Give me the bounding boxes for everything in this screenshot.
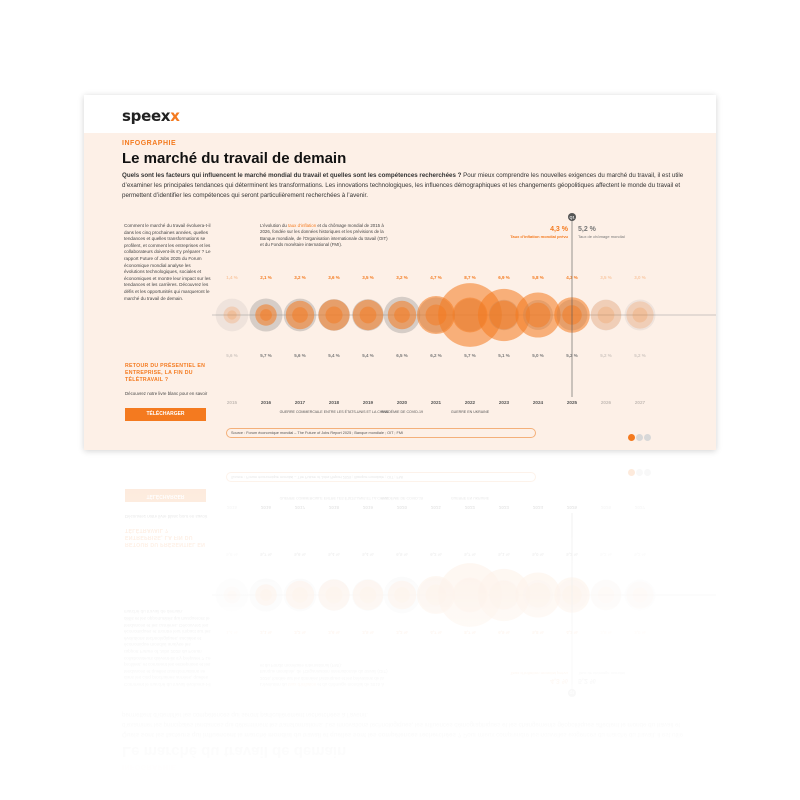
inflation-value-label: 3,6 %: [328, 275, 340, 280]
page-title: Le marché du travail de demain: [122, 150, 347, 167]
pagination-dot-2[interactable]: [636, 434, 643, 441]
inflation-bubble-core: [525, 302, 551, 328]
whitepaper-title[interactable]: RETOUR DU PRÉSENTIEL EN ENTREPRISE, LA F…: [125, 363, 206, 383]
inflation-bubble-core: [452, 297, 488, 333]
unemployment-value-label: 5,2 %: [634, 353, 646, 358]
year-tick-label: 2016: [261, 400, 272, 405]
intro-paragraph: Quels sont les facteurs qui influencent …: [122, 171, 692, 201]
inflation-bubble-core: [325, 306, 343, 324]
inflation-value-label: 4,7 %: [430, 275, 442, 280]
inflation-value-label: 3,5 %: [362, 275, 374, 280]
pagination-dot-3[interactable]: [644, 434, 651, 441]
year-tick-label: 2026: [601, 400, 612, 405]
inflation-value-label: 3,0 %: [634, 275, 646, 280]
highlight-inflation-caption: Taux d’inflation mondial prévu: [510, 234, 568, 239]
year-tick-label: 2019: [363, 400, 374, 405]
year-tick-label: 2020: [397, 400, 408, 405]
inflation-value-label: 8,7 %: [464, 275, 476, 280]
inflation-value-label: 6,9 %: [498, 275, 510, 280]
year-tick-label: 2024: [533, 400, 544, 405]
inflation-value-label: 3,5 %: [600, 275, 612, 280]
logo-accent: x: [170, 107, 180, 125]
inflation-value-label: 1,4 %: [226, 275, 238, 280]
inflation-bubble-core: [359, 306, 377, 324]
unemployment-value-label: 5,1 %: [498, 353, 510, 358]
unemployment-value-label: 5,4 %: [362, 353, 374, 358]
unemployment-value-label: 5,7 %: [464, 353, 476, 358]
highlight-inflation-label: 4,3 %: [550, 226, 569, 233]
inflation-bubble-core: [227, 310, 237, 320]
event-annotation: GUERRE EN UKRAINE: [451, 410, 490, 414]
inflation-bubble-core: [260, 309, 272, 321]
unemployment-bubble: [624, 299, 656, 331]
inflation-bubble-core: [292, 307, 308, 323]
unemployment-value-label: 5,4 %: [328, 353, 340, 358]
unemployment-bubble: [215, 298, 249, 332]
inflation-value-label: 3,2 %: [294, 275, 306, 280]
inflation-bubble: [626, 301, 654, 329]
highlight-unemployment-caption: Taux de chômage mondial: [578, 234, 625, 239]
description-text: Comment le marché du travail évoluera-t-…: [124, 223, 211, 301]
unemployment-bubble: [590, 299, 622, 331]
inflation-value-label: 3,2 %: [396, 275, 408, 280]
unemployment-value-label: 6,2 %: [430, 353, 442, 358]
year-tick-label: 2017: [295, 400, 306, 405]
intro-body: Pour mieux comprendre les nouvelles exig…: [122, 172, 684, 199]
intro-question: Quels sont les facteurs qui influencent …: [122, 172, 462, 179]
note-text: L’évolution du: [260, 223, 289, 228]
year-tick-label: 2021: [431, 400, 442, 405]
source-pill: Source : Forum économique mondial – The …: [226, 428, 536, 438]
year-tick-label: 2015: [227, 400, 238, 405]
inflation-bubble-core: [394, 307, 410, 323]
inflation-bubble: [223, 306, 241, 324]
highlight-badge: [568, 213, 576, 221]
highlight-unemployment-label: 5,2 %: [578, 226, 597, 233]
whitepaper-description: Découvrez notre livre blanc pour en savo…: [125, 391, 208, 396]
kicker-label: INFOGRAPHIE: [122, 140, 177, 147]
unemployment-value-label: 5,6 %: [226, 353, 238, 358]
inflation-bubble-core: [489, 300, 519, 330]
unemployment-value-label: 5,7 %: [260, 353, 272, 358]
speexx-logo[interactable]: speexx: [122, 107, 180, 125]
highlight-badge-label: Q1: [569, 216, 574, 220]
infographic-card: speexx INFOGRAPHIE Le marché du travail …: [84, 95, 716, 450]
download-button[interactable]: TÉLÉCHARGER: [125, 408, 206, 421]
year-tick-label: 2027: [635, 400, 646, 405]
reflection-fade: [84, 460, 716, 780]
note-highlight: taux d’inflation: [288, 223, 317, 228]
year-tick-label: 2025: [567, 400, 578, 405]
unemployment-value-label: 5,6 %: [294, 353, 306, 358]
unemployment-value-label: 5,0 %: [532, 353, 544, 358]
chart-note: L’évolution du taux d’inflation et du ch…: [260, 223, 390, 249]
header-bar: speexx: [84, 95, 716, 133]
inflation-bubble-core: [597, 306, 615, 324]
pagination-dot-1[interactable]: [628, 434, 635, 441]
event-annotation: PANDÉMIE DE COVID-19: [381, 409, 423, 414]
bubble-chart: 1,4 % 5,6 % 2015 2,1 % 5,7 % 2016 3,2 % 5,6 % 20…: [212, 213, 716, 414]
inflation-bubble: [590, 299, 622, 331]
year-tick-label: 2018: [329, 400, 340, 405]
logo-text: speex: [122, 107, 171, 125]
year-tick-label: 2022: [465, 400, 476, 405]
unemployment-value-label: 6,5 %: [396, 353, 408, 358]
year-tick-label: 2023: [499, 400, 510, 405]
inflation-value-label: 5,8 %: [532, 275, 544, 280]
card-reflection: speexx INFOGRAPHIE Le marché du travail …: [84, 460, 716, 780]
inflation-bubble-core: [632, 307, 648, 323]
note-text-end: et du chômage mondial de 2015 à 2026, fo…: [260, 223, 388, 248]
inflation-value-label: 2,1 %: [260, 275, 272, 280]
unemployment-value-label: 5,2 %: [600, 353, 612, 358]
pagination-dots: [628, 428, 652, 446]
event-annotation: GUERRE COMMERCIALE ENTRE LES ÉTATS-UNIS …: [280, 409, 389, 414]
